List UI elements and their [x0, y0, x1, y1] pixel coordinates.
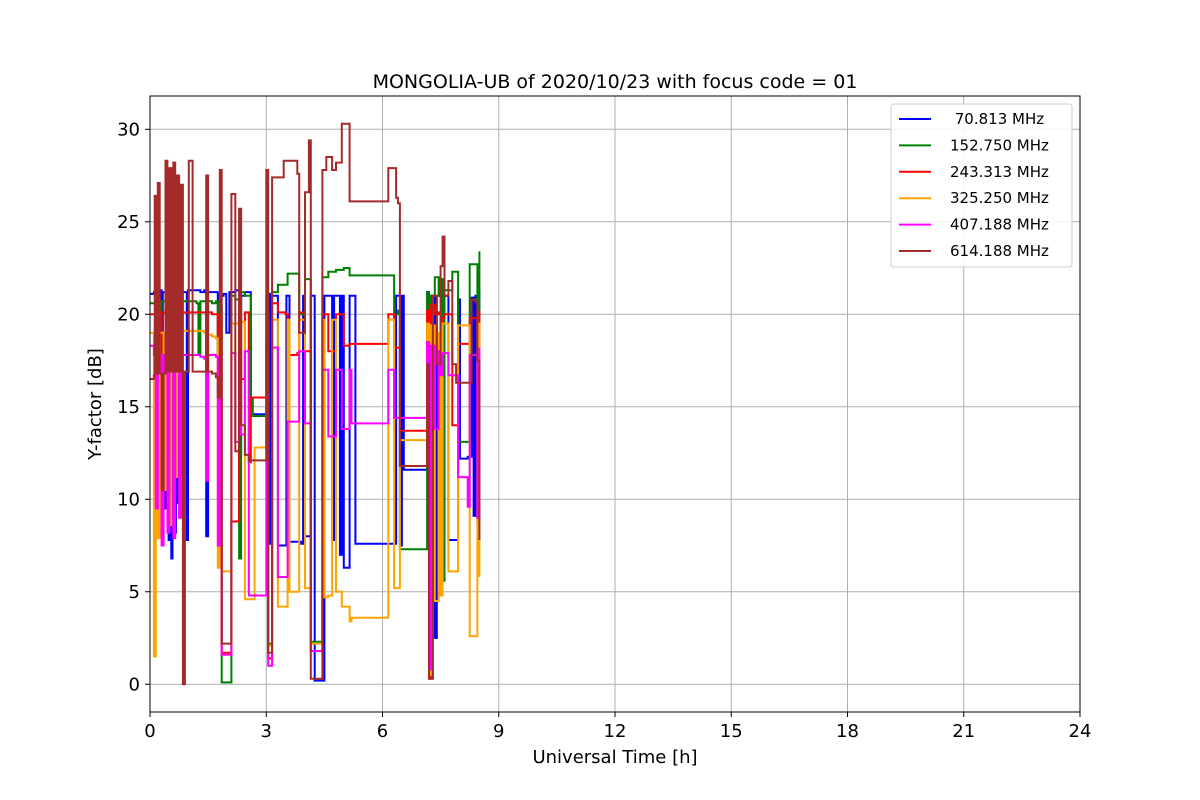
x-tick-label: 15 [720, 721, 743, 742]
x-tick-label: 24 [1069, 721, 1092, 742]
legend-items: 70.813 MHz 152.750 MHz 243.313 MHz 325.250 … [899, 110, 1049, 260]
legend-label: 614.188 MHz [950, 242, 1049, 260]
legend-label: 325.250 MHz [950, 189, 1049, 207]
series-layer [150, 122, 481, 686]
legend-box [890, 103, 1073, 268]
y-tick-label: 15 [117, 397, 140, 418]
x-tick-label: 12 [604, 721, 627, 742]
legend-label: 243.313 MHz [950, 163, 1049, 181]
y-tick-label: 30 [117, 119, 140, 140]
x-tick-label: 3 [261, 721, 272, 742]
series-line-4 [150, 341, 481, 671]
y-tick-label: 20 [117, 304, 140, 325]
legend-label: 407.188 MHz [950, 216, 1049, 234]
legend-label: 70.813 MHz [950, 110, 1044, 128]
x-tick-label: 9 [493, 721, 504, 742]
y-tick-label: 10 [117, 489, 140, 510]
y-tick-label: 0 [129, 674, 140, 695]
y-axis-label: Y-factor [dB] [85, 348, 106, 461]
x-tick-label: 0 [144, 721, 155, 742]
series-line-5 [150, 122, 481, 686]
legend-label: 152.750 MHz [950, 136, 1049, 154]
y-tick-label: 25 [117, 212, 140, 233]
legend: 70.813 MHz 152.750 MHz 243.313 MHz 325.250 … [890, 103, 1073, 268]
x-axis-label: Universal Time [h] [532, 747, 697, 768]
y-axis-ticks: 0 5 10 15 20 25 30 [117, 119, 150, 695]
x-tick-label: 18 [836, 721, 859, 742]
x-axis-ticks: 0 3 6 9 12 15 18 21 24 [144, 712, 1091, 742]
x-tick-label: 21 [952, 721, 975, 742]
y-tick-label: 5 [129, 582, 140, 603]
x-tick-label: 6 [377, 721, 388, 742]
chart-title: MONGOLIA-UB of 2020/10/23 with focus cod… [373, 71, 858, 93]
